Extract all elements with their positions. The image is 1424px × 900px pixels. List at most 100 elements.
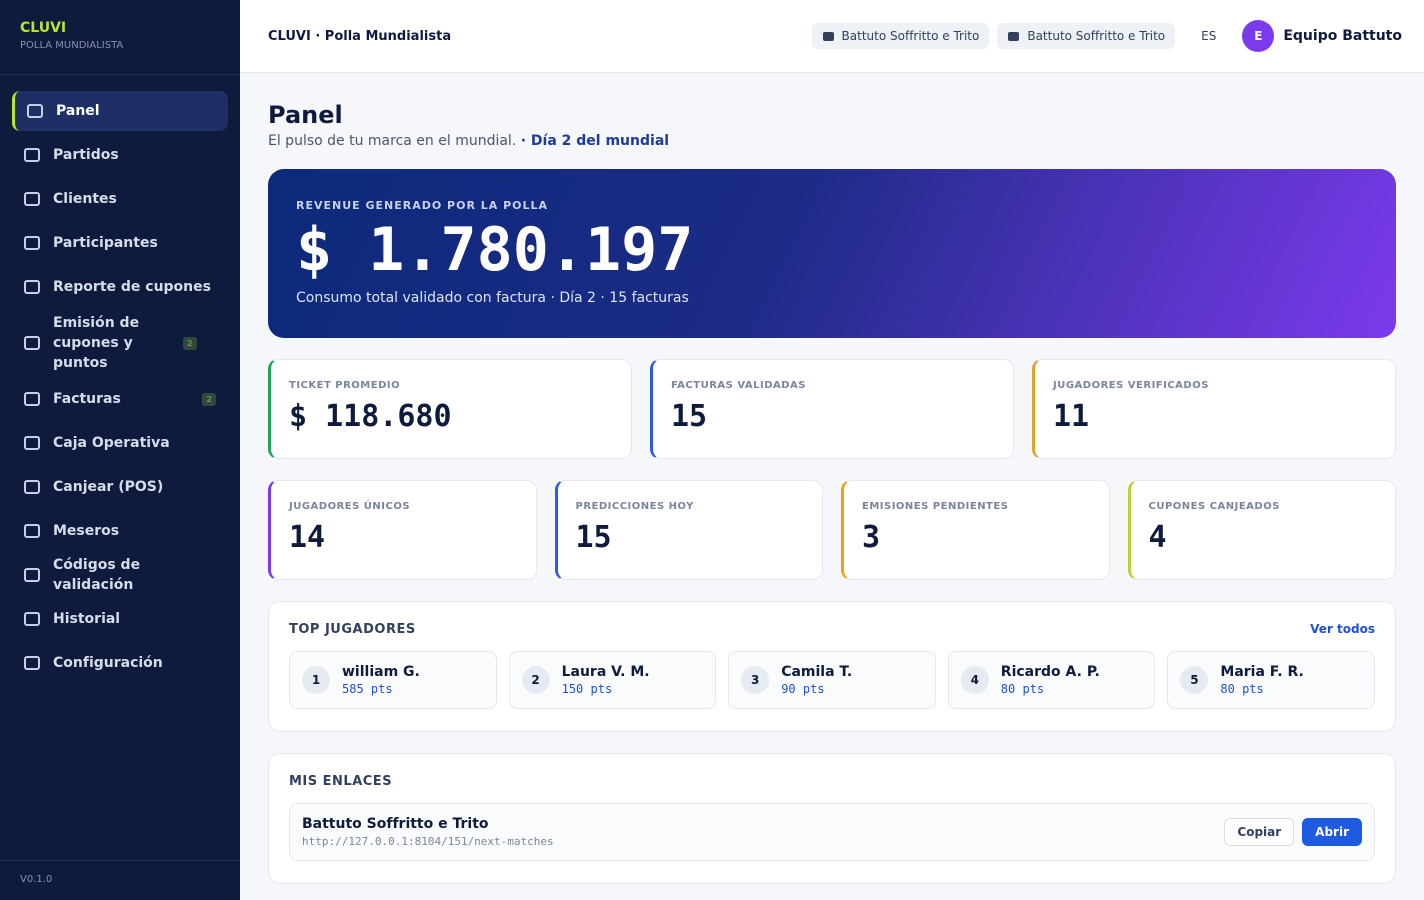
player[interactable]: 4 Ricardo A. P. 80 pts bbox=[947, 651, 1156, 709]
nav-label: Emisión de cupones y puntos bbox=[53, 315, 140, 371]
nav-item[interactable]: Participantes bbox=[12, 223, 228, 263]
nav-item[interactable]: Reporte de cupones bbox=[12, 267, 228, 307]
day: · Día 2 del mundial bbox=[520, 133, 670, 149]
stat-value: $ 118.680 bbox=[289, 399, 452, 434]
nav-item[interactable]: Emisión de cupones y puntos 2 bbox=[12, 315, 228, 371]
hero: REVENUE GENERADO POR LA POLLA $ 1.780.19… bbox=[268, 169, 1396, 338]
nav-label: Reporte de cupones bbox=[53, 279, 211, 295]
nav-icon bbox=[24, 336, 40, 350]
stats-row: JUGADORES ÚNICOS 14 PREDICCIONES HOY 15 EMIS… bbox=[268, 480, 1396, 580]
player-points: 585 pts bbox=[342, 682, 393, 696]
player-name: Maria F. R. bbox=[1220, 664, 1304, 680]
nav-label: Clientes bbox=[53, 191, 117, 207]
user-name[interactable]: Equipo Battuto bbox=[1283, 28, 1402, 44]
nav-badge: 2 bbox=[183, 336, 197, 350]
box-title: MIS ENLACES bbox=[289, 774, 393, 789]
nav-label: Participantes bbox=[53, 235, 158, 251]
nav-icon bbox=[24, 148, 40, 162]
nav-icon bbox=[27, 104, 43, 118]
see-all[interactable]: Ver todos bbox=[1310, 622, 1375, 636]
nav-item[interactable]: Caja Operativa bbox=[12, 423, 228, 463]
stat-label: CUPONES CANJEADOS bbox=[1148, 501, 1280, 512]
subtitle: El pulso de tu marca en el mundial. · Dí… bbox=[268, 133, 1396, 149]
player[interactable]: 5 Maria F. R. 80 pts bbox=[1167, 651, 1375, 709]
hero-label: REVENUE GENERADO POR LA POLLA bbox=[296, 199, 549, 212]
nav-item[interactable]: Historial bbox=[12, 599, 228, 639]
player-points: 80 pts bbox=[1000, 682, 1045, 696]
stat-card: FACTURAS VALIDADAS 15 bbox=[650, 359, 1014, 459]
player-rank: 3 bbox=[741, 666, 770, 694]
nav-item[interactable]: Partidos bbox=[12, 135, 228, 175]
chip[interactable]: Battuto Soffritto e Trito bbox=[997, 23, 1176, 49]
nav-icon bbox=[24, 480, 40, 494]
player[interactable]: 3 Camila T. 90 pts bbox=[728, 651, 936, 709]
nav-icon bbox=[24, 392, 40, 406]
nav-icon bbox=[24, 280, 40, 294]
nav-icon bbox=[24, 436, 40, 450]
language[interactable]: ES bbox=[1201, 29, 1217, 43]
hero-value: $ 1.780.197 bbox=[296, 215, 694, 285]
player-info: Ricardo A. P. 80 pts bbox=[1001, 664, 1100, 696]
nav-icon bbox=[24, 656, 40, 670]
player-points: 90 pts bbox=[781, 682, 825, 696]
hero-note: Consumo total validado con factura · Día… bbox=[296, 290, 689, 306]
box-title: TOP JUGADORES bbox=[289, 622, 416, 637]
avatar[interactable]: E bbox=[1242, 20, 1275, 52]
player-rank: 2 bbox=[521, 666, 550, 694]
nav-item[interactable]: Códigos de validación bbox=[12, 555, 228, 595]
nav-item[interactable]: Meseros bbox=[12, 511, 228, 551]
main: Panel El pulso de tu marca en el mundial… bbox=[268, 73, 1396, 884]
nav-icon bbox=[24, 612, 40, 626]
stat-card: CUPONES CANJEADOS 4 bbox=[1127, 480, 1396, 580]
link-url: http://127.0.0.1:8104/151/next-matches bbox=[302, 835, 554, 848]
nav-label: Facturas bbox=[53, 391, 121, 407]
players: 1 william G. 585 pts 2 Laura V. M. 150 pts 3 Ca… bbox=[289, 651, 1375, 709]
player-info: william G. 585 pts bbox=[342, 664, 420, 696]
player-points: 150 pts bbox=[561, 682, 613, 696]
nav-item[interactable]: Configuración bbox=[12, 643, 228, 683]
nav-item[interactable]: Facturas 2 bbox=[12, 379, 228, 419]
player-name: Ricardo A. P. bbox=[1000, 664, 1100, 680]
top-players: TOP JUGADORES Ver todos 1 william G. 585 pt… bbox=[268, 601, 1396, 732]
nav-item[interactable]: Clientes bbox=[12, 179, 228, 219]
brand-name: CLUVI bbox=[20, 20, 67, 36]
nav-item[interactable]: Panel bbox=[12, 91, 228, 131]
player-name: Camila T. bbox=[781, 664, 853, 680]
stat-value: 15 bbox=[671, 399, 708, 434]
nav-label: Códigos de validación bbox=[53, 557, 141, 593]
link-item: Battuto Soffritto e Trito http://127.0.0… bbox=[289, 803, 1375, 861]
player-rank: 5 bbox=[1180, 666, 1209, 694]
sidebar: CLUVI POLLA MUNDIALISTA Panel Partidos Cli… bbox=[0, 0, 240, 900]
links: MIS ENLACES Battuto Soffritto e Trito ht… bbox=[268, 753, 1396, 884]
player-rank: 1 bbox=[302, 666, 330, 694]
stat-label: JUGADORES ÚNICOS bbox=[289, 501, 411, 512]
nav: Panel Partidos Clientes Participantes Report… bbox=[0, 75, 240, 683]
copy-button[interactable]: Copiar bbox=[1224, 818, 1295, 846]
stat-value: 3 bbox=[862, 520, 881, 555]
nav-label: Canjear (POS) bbox=[53, 479, 164, 495]
link-name: Battuto Soffritto e Trito bbox=[302, 816, 489, 832]
stat-label: TICKET PROMEDIO bbox=[289, 380, 401, 391]
player[interactable]: 2 Laura V. M. 150 pts bbox=[508, 651, 717, 709]
stat-label: JUGADORES VERIFICADOS bbox=[1053, 380, 1209, 391]
nav-item[interactable]: Canjear (POS) bbox=[12, 467, 228, 507]
stat-card: JUGADORES ÚNICOS 14 bbox=[268, 480, 537, 580]
player-name: william G. bbox=[342, 664, 420, 680]
player-info: Maria F. R. 80 pts bbox=[1220, 664, 1303, 696]
nav-label: Meseros bbox=[53, 523, 120, 539]
stat-label: PREDICCIONES HOY bbox=[575, 501, 694, 512]
player-points: 80 pts bbox=[1220, 682, 1264, 696]
chip[interactable]: Battuto Soffritto e Trito bbox=[811, 23, 990, 49]
box-header: TOP JUGADORES Ver todos bbox=[289, 622, 1375, 637]
stat-label: EMISIONES PENDIENTES bbox=[862, 501, 1009, 512]
nav-label: Panel bbox=[56, 103, 100, 119]
player[interactable]: 1 william G. 585 pts bbox=[289, 651, 497, 709]
player-rank: 4 bbox=[960, 666, 989, 694]
page-title: Panel bbox=[268, 101, 343, 129]
player-name: Laura V. M. bbox=[561, 664, 650, 680]
nav-label: Historial bbox=[53, 611, 121, 627]
open-button[interactable]: Abrir bbox=[1302, 818, 1362, 846]
player-info: Laura V. M. 150 pts bbox=[562, 664, 650, 696]
nav-icon bbox=[24, 236, 40, 250]
